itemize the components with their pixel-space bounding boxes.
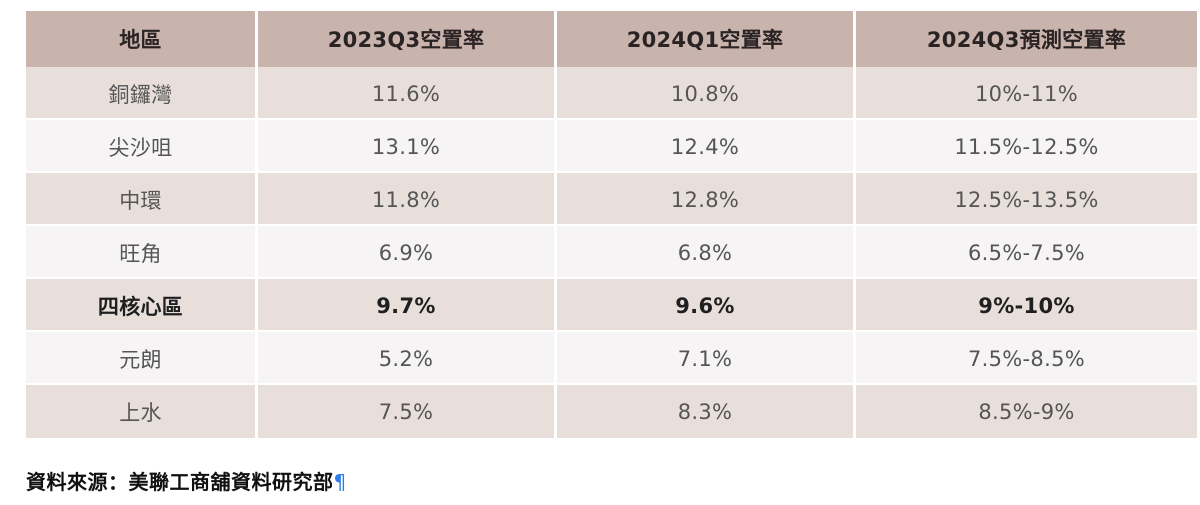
cell-district: 尖沙咀 xyxy=(26,120,255,173)
cell-value: 9.7% xyxy=(258,279,554,332)
table-row: 銅鑼灣 11.6% 10.8% 10%-11% xyxy=(26,67,1197,120)
cell-value: 9.6% xyxy=(557,279,853,332)
cell-value: 7.5%-8.5% xyxy=(856,332,1197,385)
cell-value: 11.8% xyxy=(258,173,554,226)
cell-value: 13.1% xyxy=(258,120,554,173)
cell-value: 11.6% xyxy=(258,67,554,120)
cell-district: 上水 xyxy=(26,385,255,438)
cell-value: 12.5%-13.5% xyxy=(856,173,1197,226)
cell-district: 元朗 xyxy=(26,332,255,385)
cell-value: 11.5%-12.5% xyxy=(856,120,1197,173)
cell-value: 7.5% xyxy=(258,385,554,438)
cell-value: 10.8% xyxy=(557,67,853,120)
cell-value: 9%-10% xyxy=(856,279,1197,332)
cell-district: 銅鑼灣 xyxy=(26,67,255,120)
cell-value: 8.3% xyxy=(557,385,853,438)
vacancy-rate-table: 地區 2023Q3空置率 2024Q1空置率 2024Q3預測空置率 銅鑼灣 1… xyxy=(23,11,1200,438)
pilcrow-mark: ¶ xyxy=(333,470,347,494)
cell-district: 四核心區 xyxy=(26,279,255,332)
table-row: 旺角 6.9% 6.8% 6.5%-7.5% xyxy=(26,226,1197,279)
cell-district: 旺角 xyxy=(26,226,255,279)
cell-value: 6.5%-7.5% xyxy=(856,226,1197,279)
table-row: 元朗 5.2% 7.1% 7.5%-8.5% xyxy=(26,332,1197,385)
cell-value: 12.4% xyxy=(557,120,853,173)
cell-value: 6.8% xyxy=(557,226,853,279)
header-2024q3-forecast: 2024Q3預測空置率 xyxy=(856,11,1197,67)
cell-value: 12.8% xyxy=(557,173,853,226)
cell-value: 8.5%-9% xyxy=(856,385,1197,438)
source-text: 資料來源：美聯工商舖資料研究部 xyxy=(26,470,334,494)
table-row: 尖沙咀 13.1% 12.4% 11.5%-12.5% xyxy=(26,120,1197,173)
header-2023q3: 2023Q3空置率 xyxy=(258,11,554,67)
header-2024q1: 2024Q1空置率 xyxy=(557,11,853,67)
header-district: 地區 xyxy=(26,11,255,67)
cell-value: 10%-11% xyxy=(856,67,1197,120)
table-row-total: 四核心區 9.7% 9.6% 9%-10% xyxy=(26,279,1197,332)
cell-value: 6.9% xyxy=(258,226,554,279)
cell-value: 5.2% xyxy=(258,332,554,385)
table-row: 上水 7.5% 8.3% 8.5%-9% xyxy=(26,385,1197,438)
table-row: 中環 11.8% 12.8% 12.5%-13.5% xyxy=(26,173,1197,226)
cell-value: 7.1% xyxy=(557,332,853,385)
source-note: 資料來源：美聯工商舖資料研究部¶ xyxy=(26,466,347,495)
table-header-row: 地區 2023Q3空置率 2024Q1空置率 2024Q3預測空置率 xyxy=(26,11,1197,67)
cell-district: 中環 xyxy=(26,173,255,226)
